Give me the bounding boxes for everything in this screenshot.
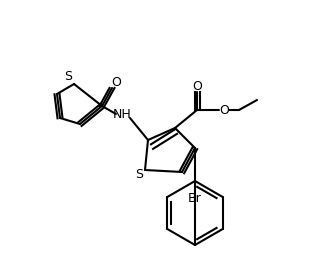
Text: O: O — [192, 79, 202, 92]
Text: S: S — [135, 167, 143, 180]
Text: S: S — [64, 69, 72, 82]
Text: NH: NH — [113, 108, 131, 121]
Text: O: O — [111, 76, 121, 89]
Text: O: O — [219, 104, 229, 117]
Text: Br: Br — [188, 192, 202, 205]
